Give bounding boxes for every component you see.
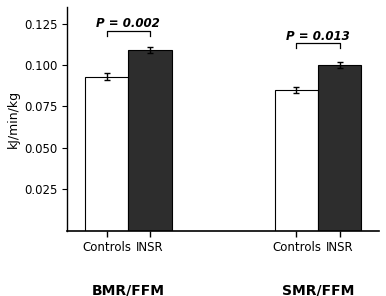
Bar	[85, 77, 128, 231]
Text: BMR/FFM: BMR/FFM	[92, 284, 165, 296]
Text: P = 0.013: P = 0.013	[286, 30, 350, 43]
Text: SMR/FFM: SMR/FFM	[282, 284, 354, 296]
Y-axis label: kJ/min/kg: kJ/min/kg	[7, 90, 20, 148]
Bar	[275, 90, 318, 231]
Text: P = 0.002: P = 0.002	[96, 17, 160, 30]
Bar	[318, 65, 361, 231]
Bar	[128, 50, 172, 231]
